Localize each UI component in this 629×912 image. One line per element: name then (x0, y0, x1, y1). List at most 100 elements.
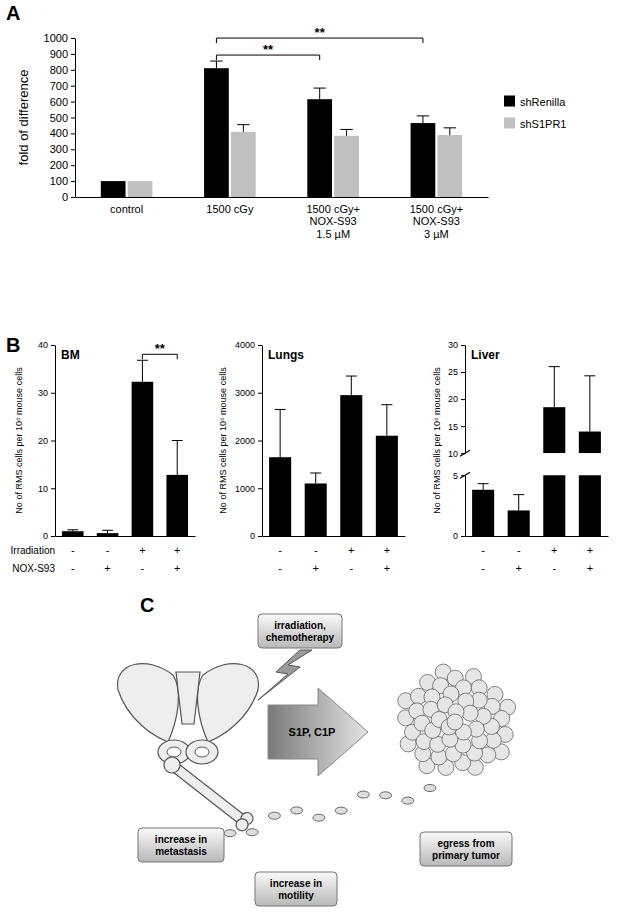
legend-label: shRenilla (520, 96, 566, 108)
error-bar (549, 367, 560, 408)
chart-title: Liver (471, 348, 500, 362)
x-axis-line (76, 197, 489, 198)
y-axis: 01000200030004000 (235, 340, 263, 541)
x-axis: control1500 cGy1500 cGy+NOX-S931.5 µM150… (76, 198, 489, 241)
y-tick: 5 (453, 471, 465, 481)
significance-label: ** (263, 42, 274, 57)
y-tick-label: 100 (50, 175, 68, 187)
bar (101, 181, 126, 197)
migrating-cell (224, 830, 236, 837)
y-tick: 0 (62, 191, 75, 203)
x-row-cell: - (278, 562, 282, 574)
x-row-cell: + (139, 544, 145, 556)
y-tick: 200 (50, 159, 75, 171)
label-box: irradiation,chemotherapy (258, 614, 342, 648)
bars (472, 475, 601, 536)
error-bar (346, 376, 357, 395)
y-tick-label: 4000 (235, 340, 255, 350)
y-tick-mark (461, 345, 465, 346)
y-tick-label: 800 (50, 64, 68, 76)
y-tick-label: 25 (448, 367, 458, 377)
box-label-line: metastasis (155, 846, 207, 857)
x-row-cell: - (314, 544, 318, 556)
x-row-cell: + (104, 562, 110, 574)
x-row-cell: - (71, 544, 75, 556)
box-label: increase inmotility (270, 878, 322, 901)
y-tick-mark (51, 345, 55, 346)
legend-swatch (504, 118, 515, 129)
migrating-cell (246, 829, 258, 836)
bar (62, 531, 84, 536)
y-tick: 10 (448, 449, 465, 459)
femur (160, 752, 256, 833)
x-axis (263, 536, 406, 537)
box-label-line: primary tumor (432, 850, 500, 861)
migrating-cell (335, 807, 347, 814)
bar (132, 382, 154, 536)
x-row-label: Irradiation (11, 545, 55, 556)
bar (376, 436, 398, 536)
bar (543, 407, 565, 453)
pelvis (118, 664, 259, 764)
x-tick: 1500 cGy (206, 203, 254, 215)
y-tick-label: 5 (453, 471, 458, 481)
bar (305, 483, 327, 536)
y-axis-line (75, 39, 76, 198)
bar (166, 475, 188, 536)
x-tick-label: 1500 cGy+NOX-S931.5 µM (306, 203, 360, 240)
box-label-line: increase in (155, 834, 207, 845)
y-tick: 1000 (235, 484, 262, 494)
y-tick-label: 600 (50, 96, 68, 108)
error-bars (210, 61, 456, 136)
chart-title: BM (61, 348, 80, 362)
x-tick-label-line: NOX-S93 (413, 215, 460, 227)
legend-swatch (504, 96, 515, 107)
y-axis-title: fold of difference (16, 70, 31, 166)
significance-label: ** (155, 341, 166, 356)
y-tick-label: 30 (38, 388, 48, 398)
significance-label: ** (315, 25, 326, 40)
error-bar (137, 360, 148, 381)
x-row-cell: + (551, 544, 557, 556)
error-bar (340, 129, 352, 135)
y-tick-label: 3000 (235, 388, 255, 398)
bar-chart: 01000200030004000LungsNo of RMS cells pe… (218, 340, 406, 574)
arrow-label: S1P, C1P (289, 726, 336, 738)
y-axis-line (55, 346, 56, 537)
bars (101, 68, 462, 197)
y-axis-line (465, 346, 466, 454)
y-tick: 40 (38, 340, 55, 350)
bar (579, 432, 601, 454)
x-axis (466, 536, 609, 537)
y-tick: 0 (43, 531, 55, 541)
error-bar (444, 128, 456, 135)
bar (411, 123, 436, 197)
femur-head (161, 754, 183, 776)
y-tick-mark (258, 488, 262, 489)
bars (543, 407, 601, 453)
y-axis-title: No of RMS cells per 10⁶ mouse cells (432, 367, 442, 514)
migrating-cell (380, 792, 392, 799)
y-tick-mark (71, 102, 75, 103)
y-tick: 1000 (44, 32, 75, 44)
y-tick-mark (258, 393, 262, 394)
pubis (186, 740, 218, 764)
bar (231, 132, 256, 197)
x-tick-label: 1500 cGy (206, 203, 254, 215)
bar (472, 490, 494, 536)
figure: ABC01002003004005006007008009001000contr… (0, 0, 629, 912)
y-tick-mark (51, 393, 55, 394)
x-tick-label: control (110, 203, 143, 215)
box-label-line: increase in (270, 878, 322, 889)
error-bar (417, 116, 429, 123)
bar (307, 99, 332, 197)
y-tick-mark (51, 441, 55, 442)
x-row-cell: - (106, 544, 110, 556)
bar (508, 510, 530, 536)
lightning (258, 650, 312, 700)
x-row-cell: + (174, 562, 180, 574)
error-bar (513, 495, 524, 511)
y-axis-title: No of RMS cells per 10⁶ mouse cells (14, 367, 24, 514)
y-tick: 400 (50, 127, 75, 139)
box (255, 872, 337, 906)
